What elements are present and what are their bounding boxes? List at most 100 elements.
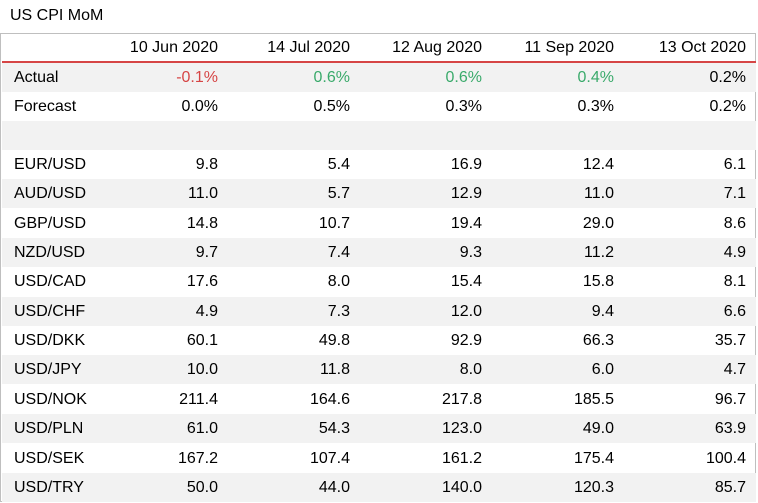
pair-value: 11.2 — [584, 244, 614, 262]
pair-value: 6.1 — [723, 156, 746, 173]
actual-value: 0.4% — [577, 69, 614, 86]
forecast-value: 0.0% — [181, 98, 218, 115]
pair-value: 16.9 — [450, 156, 482, 173]
table-row: AUD/USD 11.0 5.7 12.9 11.0 7.1 — [2, 179, 756, 209]
pair-value: 9.4 — [591, 302, 614, 320]
actual-value: -0.1% — [176, 69, 218, 86]
spacer-row — [2, 121, 756, 150]
table-row: NZD/USD 9.7 7.4 9.3 11.2 4.9 — [2, 238, 756, 268]
pair-value: 9.3 — [459, 244, 482, 262]
pair-value: 167.2 — [177, 449, 218, 467]
actual-value: 0.2% — [709, 69, 746, 86]
date-header: 10 Jun 2020 — [129, 39, 218, 56]
pair-value: 211.4 — [179, 390, 218, 408]
table-row: USD/CHF 4.9 7.3 12.0 9.4 6.6 — [2, 296, 756, 326]
pair-value: 17.6 — [186, 273, 218, 291]
forecast-row: Forecast 0.0% 0.5% 0.3% 0.3% 0.2% — [2, 92, 756, 121]
pair-value: 60.1 — [186, 332, 218, 350]
forecast-value: 0.5% — [313, 98, 350, 115]
pair-value: 7.1 — [723, 185, 746, 203]
pair-value: 7.4 — [327, 244, 350, 262]
actual-row: Actual -0.1% 0.6% 0.6% 0.4% 0.2% — [2, 63, 756, 92]
pair-value: 12.9 — [450, 185, 482, 203]
pair-value: 100.4 — [705, 449, 746, 467]
pair-value: 120.3 — [573, 478, 614, 496]
pair-value: 9.7 — [195, 244, 218, 262]
pair-label: USD/SEK — [14, 449, 85, 467]
pair-value: 7.3 — [327, 302, 350, 320]
date-header: 11 Sep 2020 — [524, 39, 614, 56]
pair-value: 4.9 — [195, 302, 218, 320]
pair-value: 12.0 — [450, 302, 482, 320]
pair-value: 123.0 — [441, 420, 482, 438]
pair-label: USD/PLN — [14, 420, 84, 438]
pair-value: 10.0 — [186, 361, 218, 379]
pair-label: USD/TRY — [14, 478, 84, 496]
pair-value: 217.8 — [441, 390, 482, 408]
date-header: 12 Aug 2020 — [392, 39, 482, 56]
pair-value: 11.0 — [584, 185, 614, 203]
pair-value: 8.0 — [459, 361, 482, 379]
pair-value: 66.3 — [582, 332, 614, 350]
pair-value: 8.0 — [327, 273, 350, 291]
header-row: 10 Jun 2020 14 Jul 2020 12 Aug 2020 11 S… — [2, 34, 756, 63]
pair-label: NZD/USD — [14, 244, 86, 262]
pair-value: 92.9 — [450, 332, 482, 350]
table-row: EUR/USD 9.8 5.4 16.9 12.4 6.1 — [2, 150, 756, 179]
pair-value: 54.3 — [318, 420, 350, 438]
pair-value: 107.4 — [309, 449, 350, 467]
pair-value: 29.0 — [582, 214, 614, 232]
forecast-value: 0.3% — [577, 98, 614, 115]
date-header: 13 Oct 2020 — [658, 39, 746, 56]
pair-value: 63.9 — [714, 420, 746, 438]
date-header: 14 Jul 2020 — [267, 39, 350, 56]
pair-label: USD/CHF — [14, 302, 86, 320]
pair-value: 35.7 — [714, 332, 746, 350]
table-row: USD/TRY 50.0 44.0 140.0 120.3 85.7 — [2, 472, 756, 502]
table-title: US CPI MoM — [10, 7, 104, 24]
row-label: Actual — [14, 69, 59, 86]
pair-value: 15.4 — [450, 273, 482, 291]
forecast-value: 0.2% — [709, 98, 746, 115]
pair-value: 4.7 — [723, 361, 746, 379]
pair-value: 5.4 — [327, 156, 350, 173]
pair-value: 96.7 — [714, 390, 746, 408]
pair-value: 185.5 — [573, 390, 614, 408]
pair-label: AUD/USD — [14, 185, 87, 203]
pair-value: 61.0 — [186, 420, 218, 438]
pair-value: 50.0 — [186, 478, 218, 496]
pair-value: 6.0 — [591, 361, 614, 379]
pair-value: 14.8 — [186, 214, 218, 232]
table-row: USD/NOK 211.4 164.6 217.8 185.5 96.7 — [2, 385, 756, 414]
pair-value: 4.9 — [723, 244, 746, 262]
pair-value: 8.1 — [723, 273, 746, 291]
table-row: USD/JPY 10.0 11.8 8.0 6.0 4.7 — [2, 355, 756, 385]
pair-value: 49.8 — [318, 332, 350, 350]
pair-label: USD/DKK — [14, 332, 86, 350]
pair-value: 11.0 — [188, 185, 218, 203]
pair-value: 11.8 — [320, 361, 350, 379]
table-row: GBP/USD 14.8 10.7 19.4 29.0 8.6 — [2, 209, 756, 238]
pair-value: 140.0 — [441, 478, 482, 496]
pair-value: 175.4 — [573, 449, 614, 467]
table-row: USD/PLN 61.0 54.3 123.0 49.0 63.9 — [2, 414, 756, 444]
pair-value: 9.8 — [195, 156, 218, 173]
actual-value: 0.6% — [445, 69, 482, 86]
table-row: USD/CAD 17.6 8.0 15.4 15.8 8.1 — [2, 267, 756, 296]
pair-label: USD/JPY — [14, 361, 82, 379]
forecast-value: 0.3% — [445, 98, 482, 115]
pair-value: 15.8 — [582, 273, 614, 291]
pair-label: USD/CAD — [14, 273, 87, 291]
pair-value: 19.4 — [450, 214, 482, 232]
row-label: Forecast — [14, 98, 77, 115]
pair-value: 164.6 — [309, 390, 350, 408]
pair-value: 8.6 — [723, 214, 746, 232]
pair-value: 85.7 — [714, 478, 746, 496]
pair-label: USD/NOK — [14, 390, 87, 408]
table-row: USD/SEK 167.2 107.4 161.2 175.4 100.4 — [2, 444, 756, 473]
actual-value: 0.6% — [313, 69, 350, 86]
pair-value: 161.2 — [441, 449, 482, 467]
pair-label: GBP/USD — [14, 214, 87, 232]
pair-value: 10.7 — [318, 214, 350, 232]
